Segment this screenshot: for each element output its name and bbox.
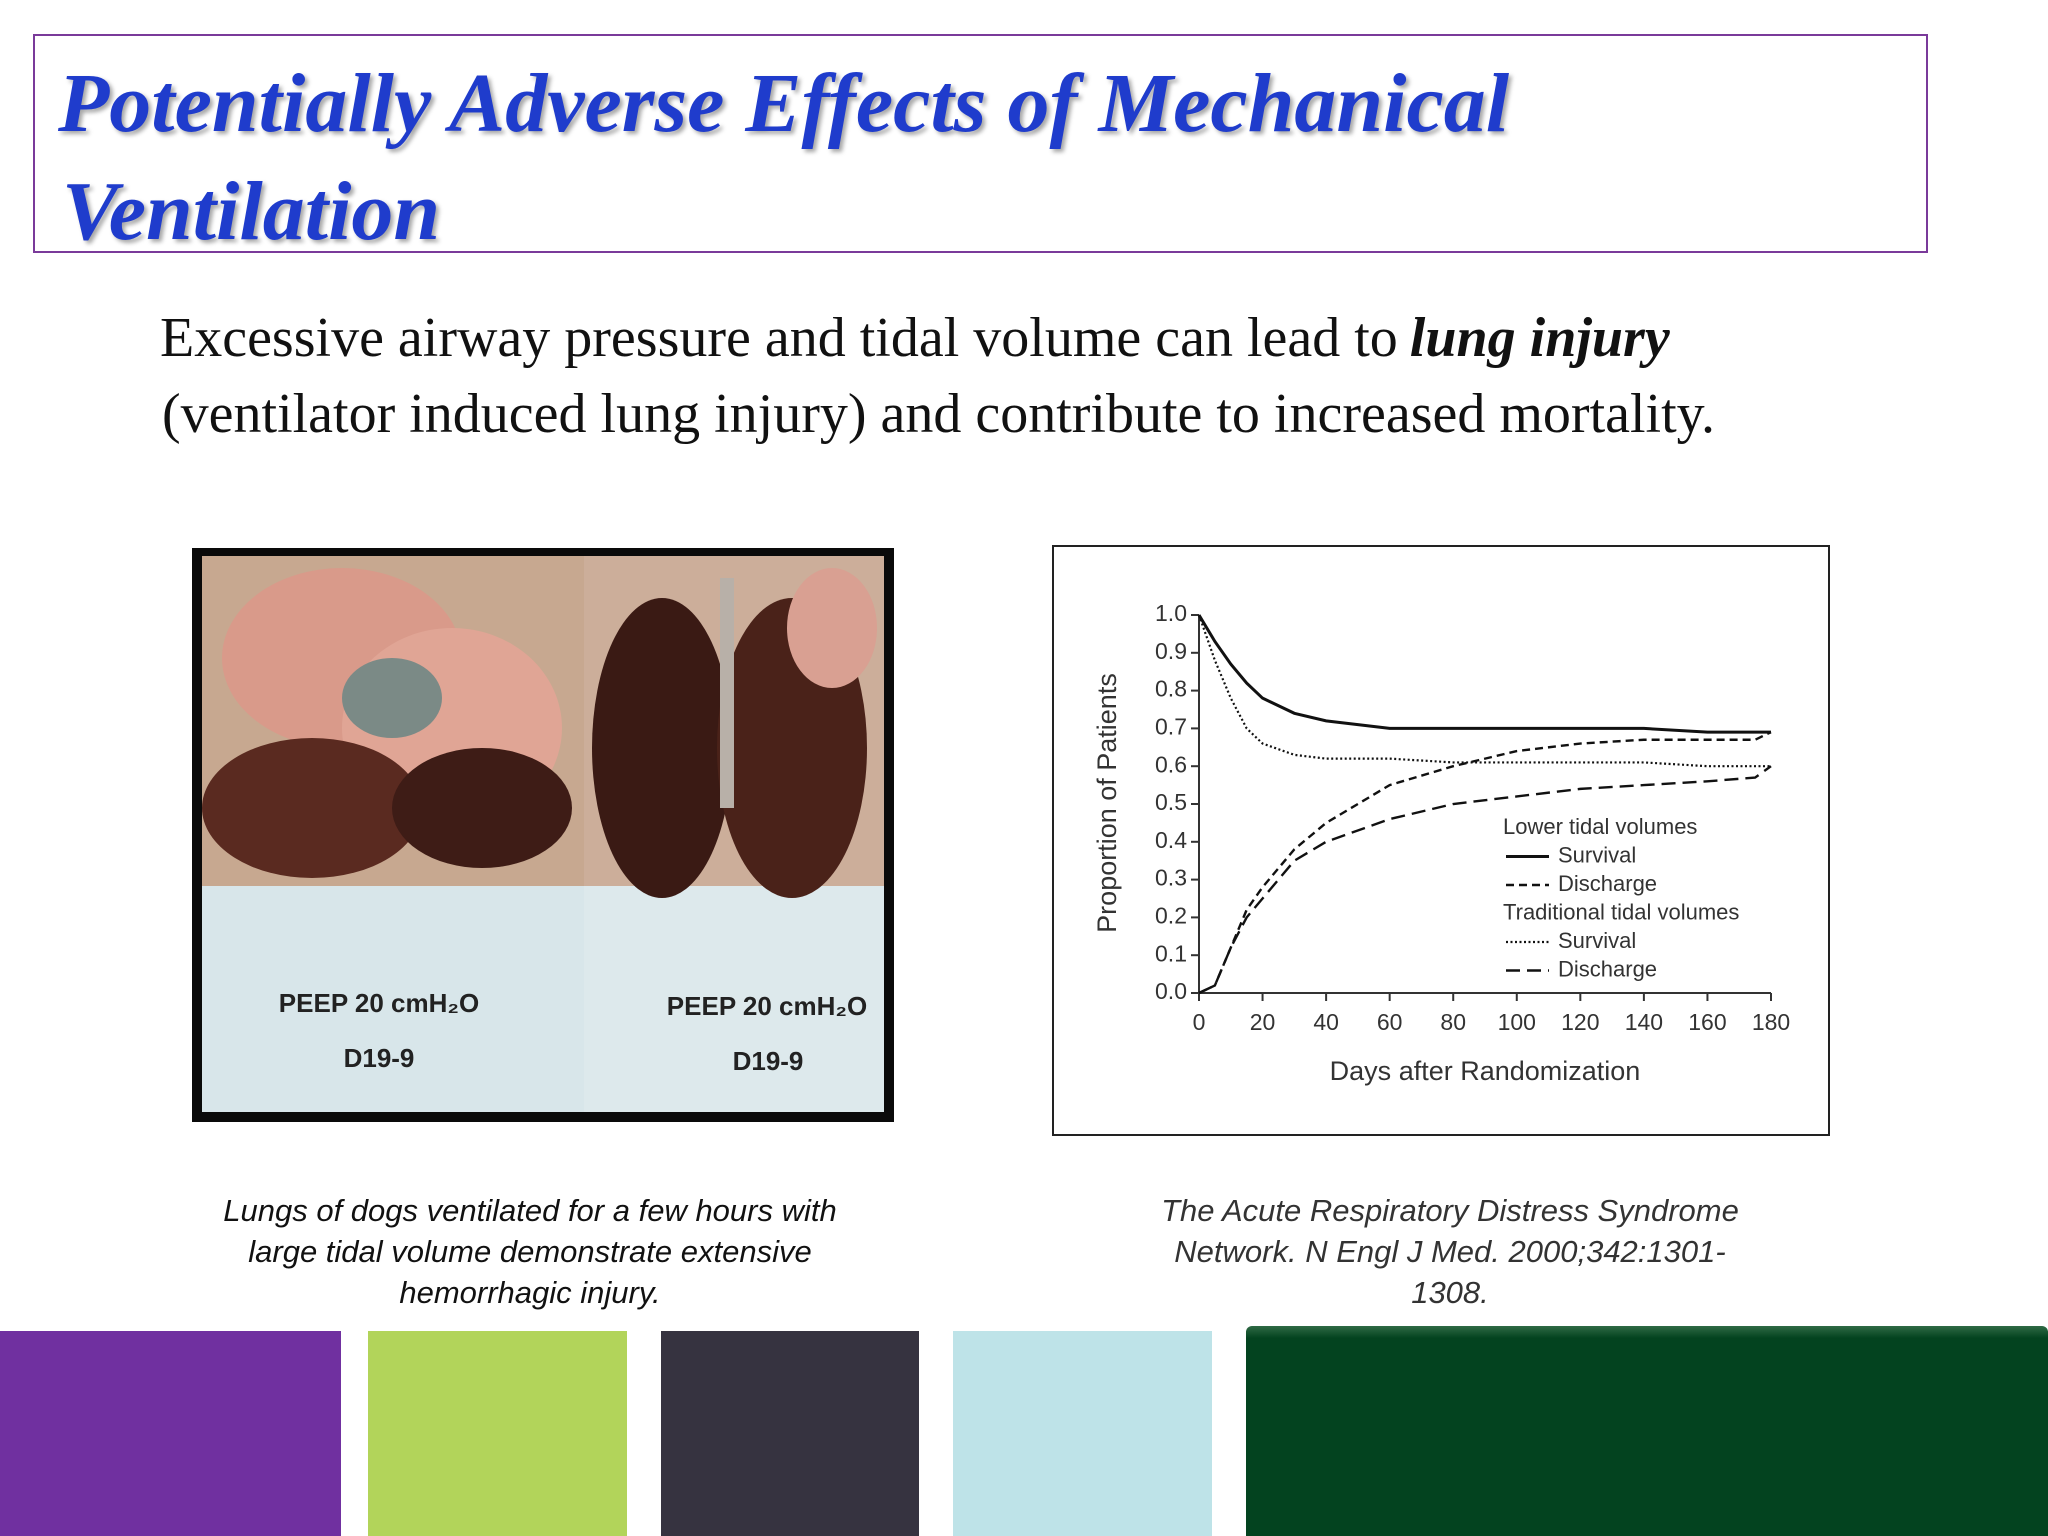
y-axis-label: Proportion of Patients <box>1092 673 1122 933</box>
x-tick-label: 140 <box>1625 1009 1663 1035</box>
color-block <box>953 1331 1212 1536</box>
chart-frame <box>1052 545 1830 1136</box>
line-series <box>1197 614 1771 768</box>
caption-line: large tidal volume demonstrate extensive <box>248 1234 812 1269</box>
legend-label: Discharge <box>1558 871 1657 896</box>
y-tick-label: 0.4 <box>1155 827 1187 853</box>
x-tick-label: 40 <box>1313 1009 1339 1035</box>
color-block <box>0 1331 341 1536</box>
caption-line: 1308. <box>1411 1275 1489 1310</box>
photo-label: PEEP 20 cmH₂O <box>667 991 867 1021</box>
color-block <box>1246 1326 2048 1536</box>
caption-line: hemorrhagic injury. <box>399 1275 661 1310</box>
caption-line: Lungs of dogs ventilated for a few hours… <box>223 1193 837 1228</box>
x-tick-label: 120 <box>1561 1009 1599 1035</box>
photo-label: D19-9 <box>344 1043 415 1073</box>
caption: Lungs of dogs ventilated for a few hours… <box>130 1190 930 1313</box>
legend-label: Survival <box>1558 928 1636 953</box>
x-axis-label: Days after Randomization <box>1330 1056 1641 1086</box>
y-tick-label: 0.9 <box>1155 638 1187 664</box>
body-text: Excessive airway pressure and tidal volu… <box>160 310 1670 366</box>
caption: The Acute Respiratory Distress Syndrome … <box>1050 1190 1850 1313</box>
title-box <box>33 34 1928 253</box>
x-tick-label: 180 <box>1752 1009 1790 1035</box>
body-text: Excessive airway pressure and tidal volu… <box>160 307 1398 369</box>
emphasis: lung injury <box>1409 307 1670 369</box>
y-tick-label: 0.6 <box>1155 751 1187 777</box>
x-tick-label: 20 <box>1250 1009 1276 1035</box>
x-tick-label: 60 <box>1377 1009 1403 1035</box>
photo <box>192 548 894 1122</box>
y-tick-label: 0.0 <box>1155 978 1187 1004</box>
caption-line: Network. N Engl J Med. 2000;342:1301- <box>1174 1234 1726 1269</box>
y-tick-label: 0.7 <box>1155 713 1187 739</box>
color-block <box>368 1331 627 1536</box>
y-tick-label: 0.2 <box>1155 902 1187 928</box>
x-tick-label: 0 <box>1193 1009 1206 1035</box>
x-tick-label: 80 <box>1440 1009 1466 1035</box>
legend-group: Traditional tidal volumes <box>1503 899 1739 924</box>
y-tick-label: 0.5 <box>1155 789 1187 815</box>
legend-label: Survival <box>1558 842 1636 867</box>
x-tick-label: 160 <box>1688 1009 1726 1035</box>
title: Ventilation <box>62 165 441 258</box>
x-tick-label: 100 <box>1498 1009 1536 1035</box>
line-series <box>1198 765 1772 995</box>
y-tick-label: 0.3 <box>1155 865 1187 891</box>
y-tick-label: 0.1 <box>1155 940 1187 966</box>
line-series <box>1197 614 1771 734</box>
title: Potentially Adverse Effects of Mechanica… <box>58 57 1510 150</box>
body-text: (ventilator induced lung injury) and con… <box>162 383 1716 445</box>
y-tick-label: 0.8 <box>1155 676 1187 702</box>
photo-label: D19-9 <box>733 1046 804 1076</box>
legend-label: Discharge <box>1558 956 1657 981</box>
photo-label: PEEP 20 cmH₂O <box>279 988 479 1018</box>
legend-group: Lower tidal volumes <box>1503 814 1697 839</box>
caption-line: The Acute Respiratory Distress Syndrome <box>1161 1193 1739 1228</box>
color-block <box>661 1331 919 1536</box>
photo-labels: PEEP 20 cmH₂O D19-9 PEEP 20 cmH₂O D19-9 <box>279 988 867 1076</box>
y-tick-label: 1.0 <box>1155 600 1187 626</box>
